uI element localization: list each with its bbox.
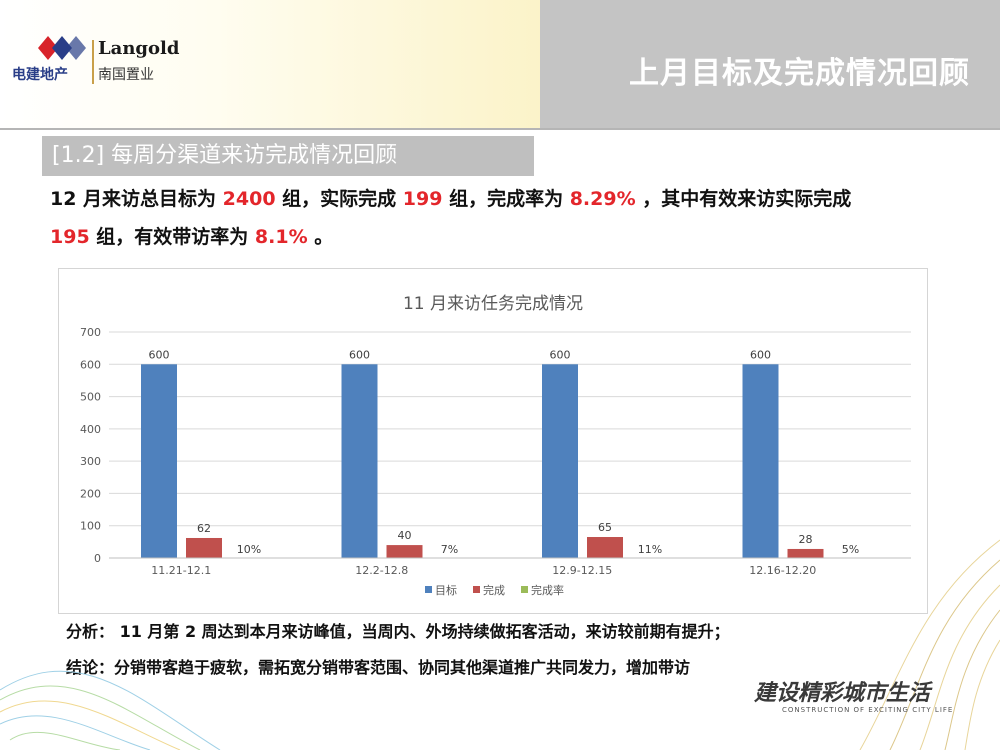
- page-title: 上月目标及完成情况回顾: [629, 56, 970, 91]
- summary-part: 组，有效带访率为: [89, 226, 255, 248]
- analysis-text: 分析： 11 月第 2 周达到本月来访峰值，当周内、外场持续做拓客活动，来访较前…: [66, 622, 730, 641]
- bar-target: [141, 364, 177, 558]
- legend-label: 目标: [435, 583, 457, 597]
- header-background-left: [0, 0, 540, 128]
- y-tick-label: 0: [94, 552, 101, 565]
- legend-swatch: [425, 586, 432, 593]
- header-background-right: [540, 0, 1000, 128]
- x-tick-label: 11.21-12.1: [151, 564, 211, 577]
- bar-completed: [186, 537, 222, 558]
- y-tick-label: 400: [80, 423, 101, 436]
- summary-text: 12 月来访总目标为 2400 组，实际完成 199 组，完成率为 8.29% …: [50, 180, 970, 256]
- summary-actual-value: 199: [402, 188, 443, 210]
- summary-part: 。: [307, 226, 334, 248]
- data-label-rate: 10%: [237, 543, 261, 556]
- summary-part: 组，完成率为: [442, 188, 570, 210]
- data-label-rate: 7%: [441, 543, 458, 556]
- summary-effective-rate-value: 8.1%: [254, 226, 308, 248]
- summary-target-value: 2400: [222, 188, 276, 210]
- slogan-text: 建设精彩城市生活: [754, 680, 931, 706]
- summary-part: 组，实际完成: [275, 188, 403, 210]
- data-label-completed: 65: [598, 521, 612, 534]
- slogan-subtext: CONSTRUCTION OF EXCITING CITY LIFE: [782, 706, 954, 714]
- bar-chart: 11 月来访任务完成情况 0 100 200 300 400 500 600 700 600 62 1…: [80, 294, 911, 597]
- bar-target: [542, 364, 578, 558]
- data-label-completed: 62: [197, 522, 211, 535]
- logo-divider: [92, 40, 94, 84]
- conclusion-text: 结论：分销带客趋于疲软，需拓宽分销带客范围、协同其他渠道推广共同发力，增加带访: [66, 658, 691, 677]
- summary-part: 12 月来访总目标为: [50, 188, 223, 210]
- section-label: [1.2] 每周分渠道来访完成情况回顾: [42, 136, 534, 176]
- y-tick-label: 300: [80, 455, 101, 468]
- y-tick-label: 700: [80, 326, 101, 339]
- data-label-completed: 28: [799, 533, 813, 546]
- y-tick-label: 200: [80, 487, 101, 500]
- header-divider: [0, 128, 1000, 130]
- bar-completed: [587, 537, 623, 558]
- data-label-target: 600: [550, 348, 571, 361]
- data-label-target: 600: [750, 348, 771, 361]
- x-tick-label: 12.2-12.8: [355, 564, 408, 577]
- logo-chinese-name: 电建地产: [12, 67, 68, 83]
- summary-effective-value: 195: [50, 226, 90, 248]
- bar-target: [341, 364, 378, 558]
- x-tick-label: 12.16-12.20: [749, 564, 816, 577]
- data-label-target: 600: [149, 348, 170, 361]
- legend-swatch: [473, 586, 480, 593]
- data-label-rate: 5%: [842, 543, 859, 556]
- x-tick-label: 12.9-12.15: [552, 564, 612, 577]
- chart-title: 11 月来访任务完成情况: [403, 294, 583, 314]
- y-tick-label: 100: [80, 520, 101, 533]
- y-tick-label: 500: [80, 391, 101, 404]
- y-tick-label: 600: [80, 358, 101, 371]
- data-label-completed: 40: [398, 529, 412, 542]
- legend-swatch: [521, 586, 528, 593]
- company-logo: 电建地产 Langold 南国置业: [12, 36, 182, 92]
- legend-label: 完成: [483, 583, 505, 597]
- bar-completed: [787, 548, 824, 558]
- logo-diamond-icon: [38, 36, 86, 60]
- chart-container: 11 月来访任务完成情况 0 100 200 300 400 500 600 700 600 62 1…: [58, 268, 928, 614]
- summary-part: ，其中有效来访实际完成: [635, 188, 852, 210]
- legend-label: 完成率: [531, 583, 564, 597]
- logo-english-name: Langold: [98, 38, 180, 59]
- bar-target: [742, 364, 779, 558]
- bar-completed: [386, 545, 423, 558]
- summary-rate-value: 8.29%: [569, 188, 636, 210]
- data-label-rate: 11%: [638, 543, 662, 556]
- data-label-target: 600: [349, 348, 370, 361]
- logo-subsidiary-name: 南国置业: [98, 67, 154, 83]
